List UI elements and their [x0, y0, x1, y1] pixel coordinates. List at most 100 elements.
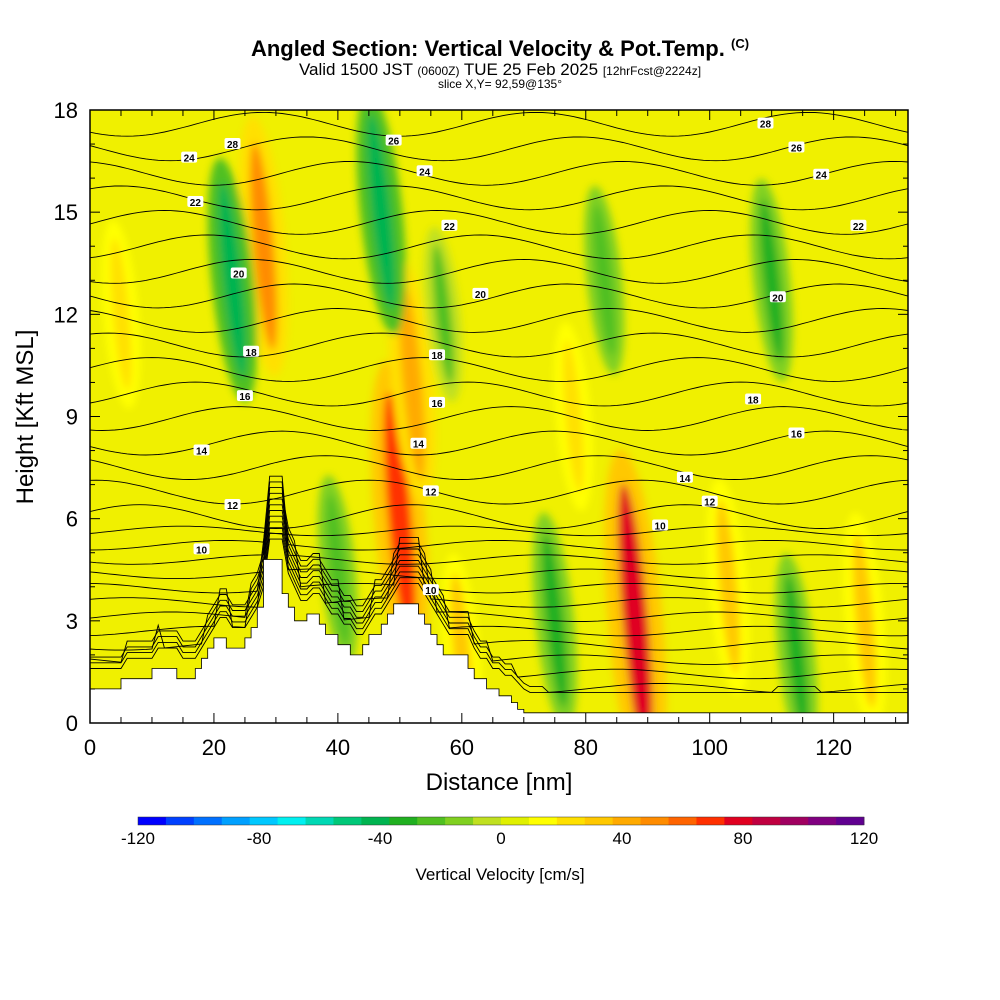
theta-contour-line [90, 481, 908, 565]
theta-label: 10 [422, 584, 439, 597]
colorbar-tick-label: -80 [247, 829, 272, 848]
x-tick-label: 0 [84, 735, 96, 760]
theta-label: 26 [385, 134, 402, 148]
colorbar-tick-label: 80 [734, 829, 753, 848]
colorbar-swatch [333, 817, 362, 825]
theta-label: 28 [757, 117, 774, 131]
colorbar-label: Vertical Velocity [cm/s] [415, 865, 584, 884]
slice-info: slice X,Y= 92,59@135° [437, 77, 563, 91]
theta-label-text: 24 [419, 167, 431, 178]
colorbar-swatch [808, 817, 837, 825]
x-tick-label: 120 [815, 735, 852, 760]
theta-label-text: 10 [425, 586, 437, 597]
theta-label-text: 28 [760, 120, 772, 131]
theta-label-text: 16 [431, 399, 443, 410]
colorbar-swatch [305, 817, 334, 825]
colorbar-swatch [724, 817, 753, 825]
theta-contour-line [90, 492, 908, 594]
theta-label-text: 14 [679, 474, 691, 485]
terrain-mask [89, 559, 909, 724]
theta-label: 24 [813, 168, 830, 182]
theta-label-text: 22 [190, 198, 202, 209]
theta-contour-line [90, 381, 908, 407]
theta-contour-line [90, 308, 908, 333]
theta-label: 14 [193, 444, 210, 458]
colorbar-swatch [640, 817, 669, 825]
theta-label: 24 [416, 165, 433, 178]
theta-label: 14 [676, 471, 693, 485]
theta-label: 10 [652, 519, 669, 532]
theta-label-text: 20 [475, 290, 487, 301]
theta-label: 18 [745, 393, 762, 406]
theta-contour-line [90, 234, 908, 260]
theta-label: 24 [181, 151, 198, 165]
colorbar: -120 -80 -40 0 40 80 120 [121, 816, 878, 848]
theta-contours [90, 111, 908, 693]
downdraft-band [593, 204, 616, 356]
theta-label-text: 22 [853, 222, 865, 233]
theta-contour-line [90, 185, 908, 211]
theta-label-text: 28 [227, 140, 239, 151]
colorbar-swatch [277, 817, 306, 825]
colorbar-swatch [361, 817, 390, 825]
colorbar-swatch [165, 817, 195, 825]
colorbar-swatch [584, 817, 614, 825]
theta-label-text: 20 [772, 293, 784, 304]
theta-label: 20 [769, 291, 786, 304]
theta-label: 12 [422, 485, 439, 498]
theta-label: 16 [429, 396, 446, 410]
valid-time-line: Valid 1500 JST (0600Z) TUE 25 Feb 2025 [… [298, 60, 702, 79]
theta-label: 12 [701, 495, 718, 509]
theta-label: 26 [788, 141, 805, 154]
downdraft-band [784, 573, 809, 723]
x-tick-label: 40 [326, 735, 350, 760]
y-tick-label: 12 [54, 302, 78, 327]
colorbar-tick-label: -40 [368, 829, 393, 848]
y-tick-label: 0 [66, 711, 78, 736]
downdraft-band [759, 199, 784, 362]
colorbar-swatch [417, 817, 446, 825]
colorbar-swatch [445, 817, 474, 825]
colorbar-swatch [668, 817, 697, 825]
x-tick-label: 80 [574, 735, 598, 760]
theta-label-text: 18 [748, 395, 760, 406]
theta-label-text: 22 [444, 222, 456, 233]
colorbar-swatch [473, 817, 502, 825]
theta-label: 16 [236, 390, 253, 403]
colorbar-swatch [138, 817, 167, 825]
theta-contour-line [90, 332, 908, 358]
theta-contour-line [90, 357, 908, 382]
theta-label: 12 [224, 499, 241, 512]
theta-label-text: 16 [239, 392, 251, 403]
x-tick-label: 20 [202, 735, 226, 760]
theta-label-text: 18 [246, 348, 258, 359]
y-tick-label: 15 [54, 200, 78, 225]
theta-label-text: 24 [184, 154, 196, 165]
theta-contour-line [90, 515, 908, 651]
theta-contour-labels: 28 26 24 22 20 18 16 14 12 10 28 24 22 20 18 16 14 12 10 26… [181, 117, 867, 597]
theta-label: 20 [230, 267, 247, 280]
colorbar-swatch [389, 817, 418, 825]
chart-title: Angled Section: Vertical Velocity & Pot.… [250, 36, 750, 61]
updraft-band [853, 533, 877, 708]
updraft-band [110, 238, 132, 391]
theta-label-text: 12 [227, 501, 239, 512]
theta-label-text: 26 [791, 143, 803, 154]
theta-contour-line [90, 136, 908, 162]
theta-contour-line [90, 160, 908, 186]
colorbar-swatch [836, 817, 865, 825]
theta-contour-line [90, 406, 908, 431]
theta-contour-line [90, 487, 908, 580]
theta-contour-line [90, 504, 908, 529]
colorbar-tick-label: 120 [850, 829, 878, 848]
updraft-band [383, 392, 416, 645]
colorbar-swatch [528, 817, 558, 825]
colorbar-swatch [193, 817, 223, 825]
theta-label-text: 20 [233, 269, 245, 280]
x-axis: 0 20 40 60 80 100 120 [84, 110, 897, 760]
theta-contour-line [90, 259, 908, 284]
colorbar-swatch [696, 817, 725, 825]
y-tick-label: 6 [66, 507, 78, 532]
theta-label-text: 10 [655, 521, 667, 532]
